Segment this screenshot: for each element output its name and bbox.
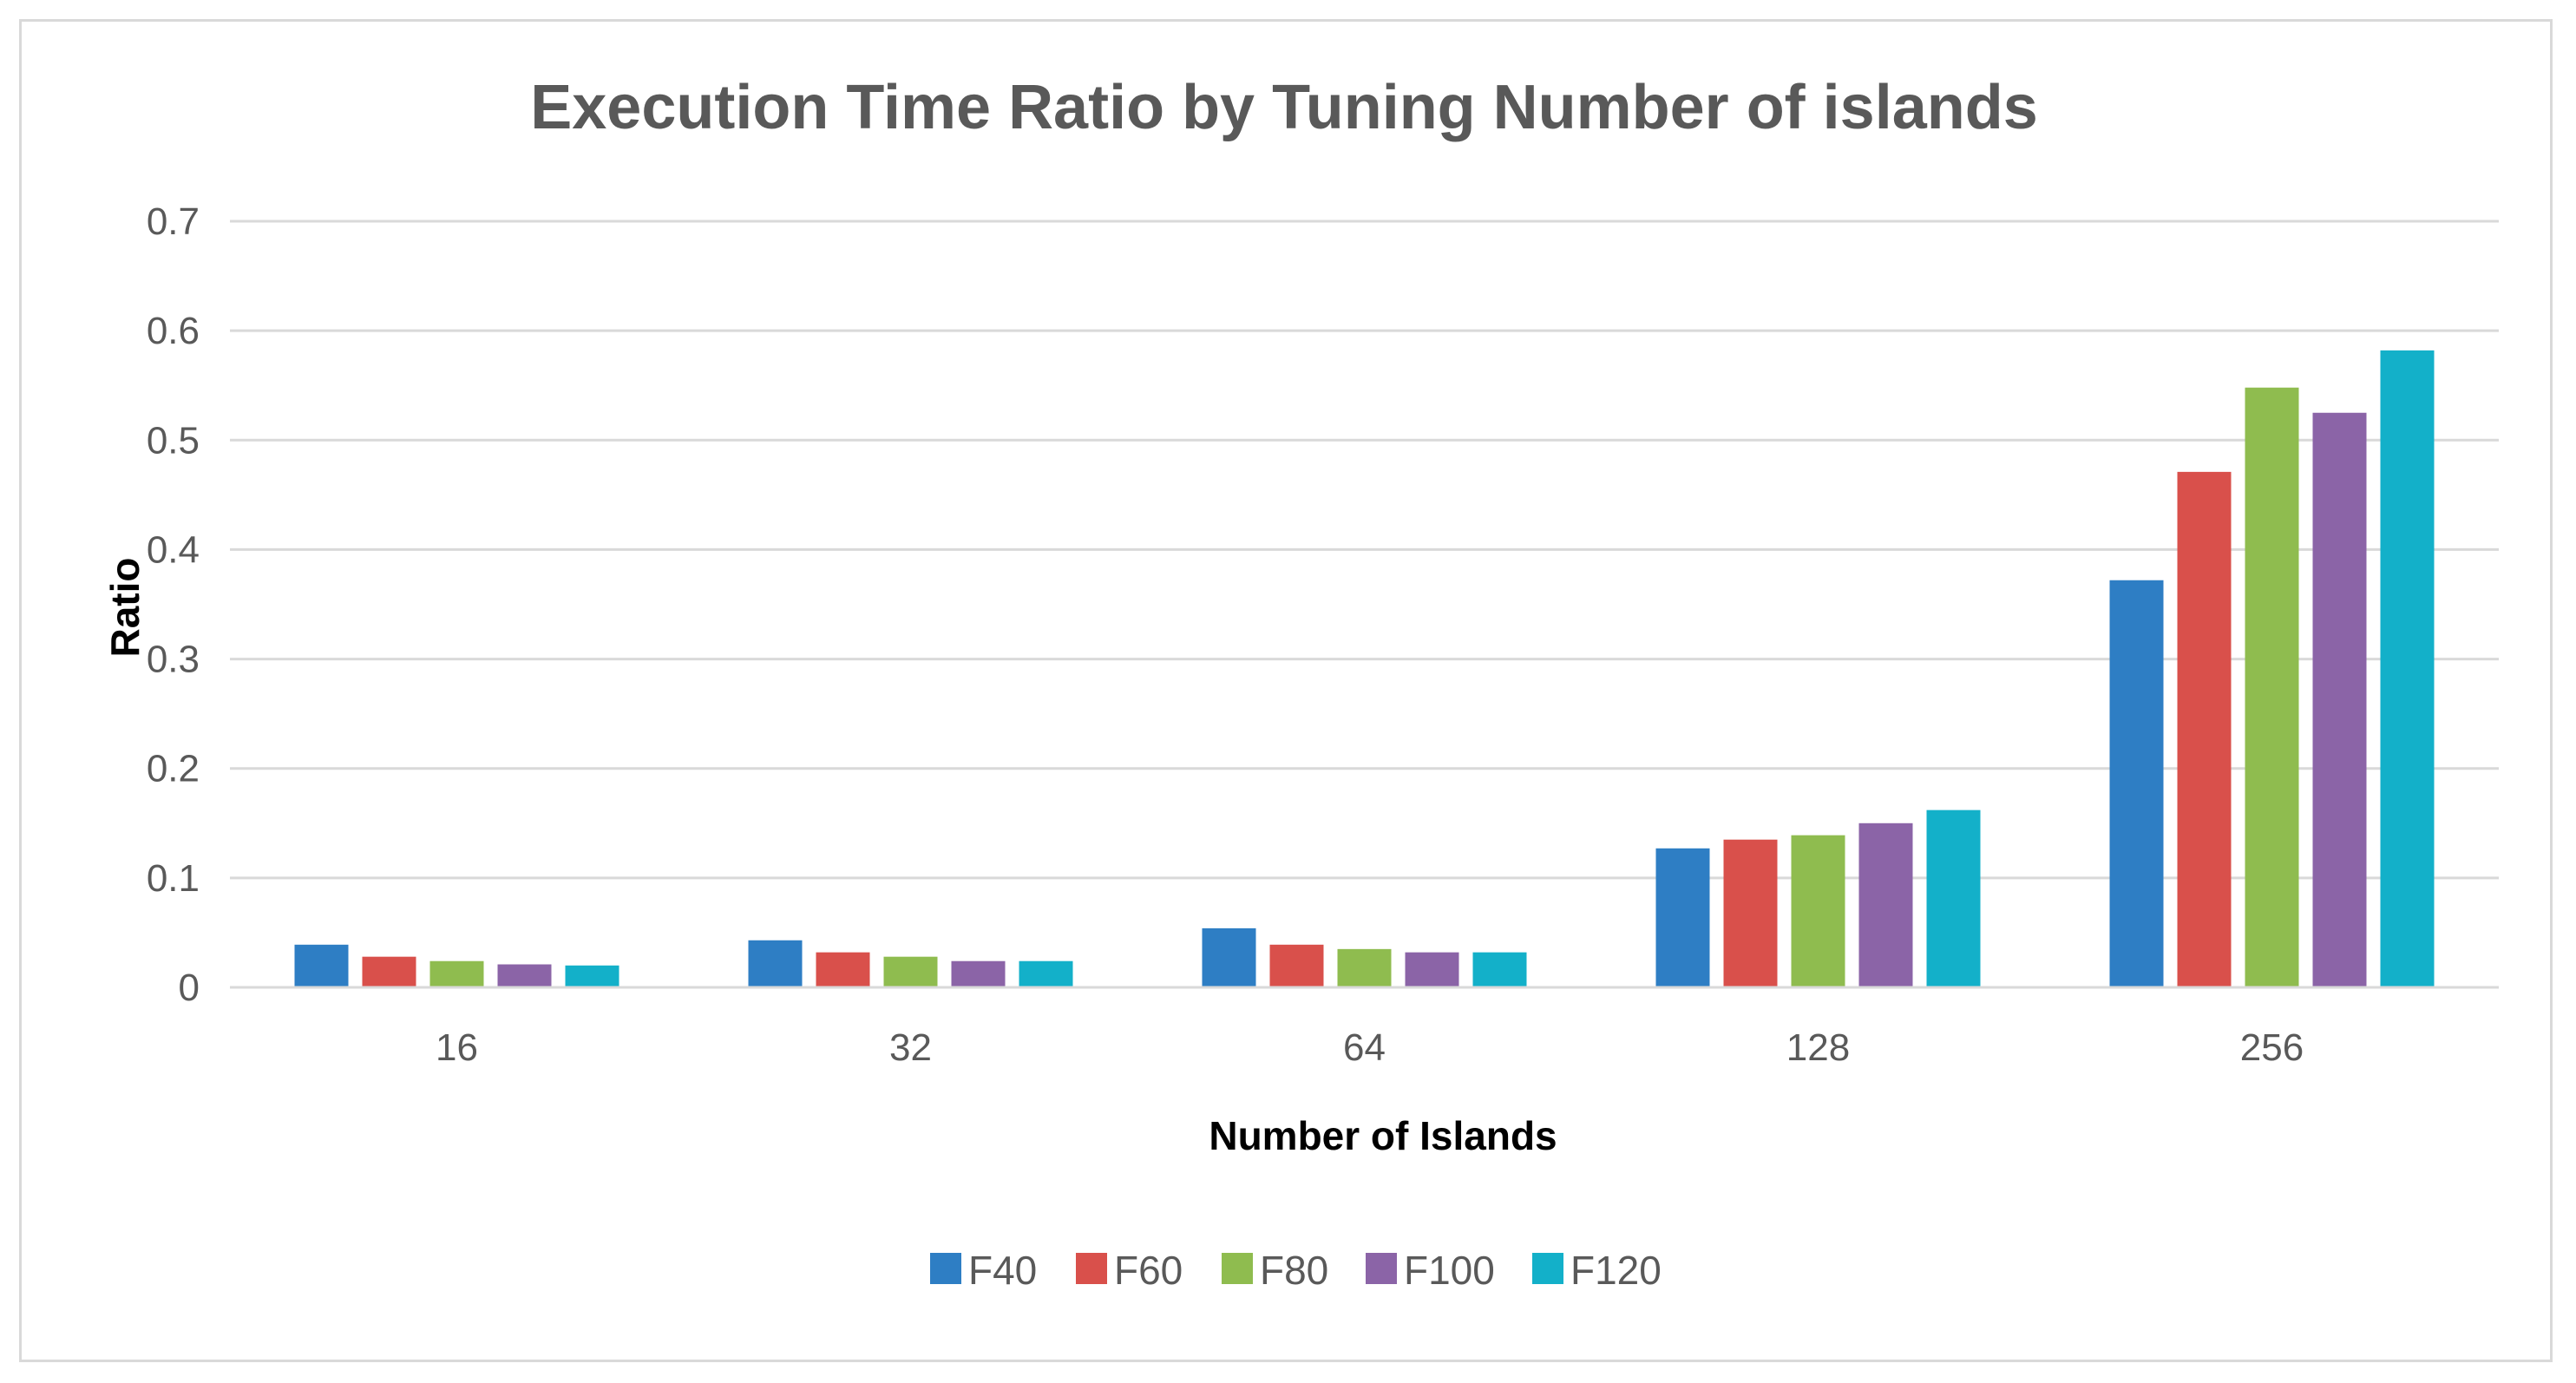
y-tick-label: 0.6 — [147, 310, 200, 352]
x-tick-label: 256 — [2240, 1026, 2304, 1069]
y-axis-ticks: 0 0.1 0.2 0.3 0.4 0.5 0.6 0.7 — [147, 200, 200, 1009]
bar-f40-32 — [748, 940, 803, 987]
bar-f100-16 — [497, 964, 552, 987]
bar-f100-256 — [2312, 412, 2367, 987]
x-tick-label: 16 — [436, 1026, 478, 1069]
y-tick-label: 0.3 — [147, 639, 200, 681]
bar-f40-64 — [1202, 927, 1256, 987]
legend-label-f120: F120 — [1570, 1248, 1662, 1293]
legend-label-f40: F40 — [968, 1248, 1037, 1293]
legend-label-f80: F80 — [1260, 1248, 1328, 1293]
bar-f40-128 — [1655, 848, 1710, 987]
y-tick-label: 0.5 — [147, 419, 200, 462]
bar-f120-128 — [1926, 809, 1981, 987]
bar-f80-256 — [2245, 387, 2299, 987]
legend-label-f60: F60 — [1114, 1248, 1183, 1293]
y-tick-label: 0.1 — [147, 857, 200, 900]
legend-swatch-f40 — [930, 1253, 961, 1284]
legend-swatch-f80 — [1222, 1253, 1253, 1284]
bar-f60-32 — [816, 952, 870, 987]
y-tick-label: 0.4 — [147, 528, 200, 571]
bar-f100-128 — [1858, 823, 1913, 987]
y-tick-label: 0.2 — [147, 748, 200, 790]
x-tick-label: 32 — [889, 1026, 932, 1069]
x-axis-ticks: 16 32 64 128 256 — [436, 1026, 2304, 1069]
bar-f60-256 — [2177, 471, 2232, 987]
bar-f40-16 — [294, 944, 349, 987]
bar-f60-128 — [1723, 839, 1778, 987]
bar-f100-32 — [951, 960, 1006, 987]
bar-f120-256 — [2380, 350, 2435, 987]
legend-swatch-f100 — [1366, 1253, 1397, 1284]
legend-label-f100: F100 — [1404, 1248, 1495, 1293]
bar-f80-128 — [1791, 835, 1845, 987]
bar-f60-16 — [362, 956, 416, 987]
legend-swatch-f60 — [1076, 1253, 1107, 1284]
bar-f100-64 — [1405, 952, 1459, 987]
x-axis-title: Number of Islands — [1209, 1113, 1557, 1158]
y-axis-title: Ratio — [102, 558, 147, 658]
x-tick-label: 128 — [1786, 1026, 1850, 1069]
bar-f80-64 — [1337, 948, 1392, 987]
bar-f120-32 — [1019, 960, 1073, 987]
bar-f120-16 — [565, 965, 619, 987]
legend-swatch-f120 — [1532, 1253, 1563, 1284]
bar-f80-32 — [883, 956, 938, 987]
y-tick-label: 0.7 — [147, 200, 200, 243]
bar-f40-256 — [2109, 580, 2164, 987]
bar-f80-16 — [429, 960, 484, 987]
x-tick-label: 64 — [1343, 1026, 1386, 1069]
bars — [230, 350, 2499, 989]
legend: F40 F60 F80 F100 F120 — [930, 1248, 1662, 1293]
chart-title: Execution Time Ratio by Tuning Number of… — [530, 73, 2038, 142]
y-tick-label: 0 — [179, 967, 200, 1009]
bar-f120-64 — [1472, 952, 1527, 987]
bar-f60-64 — [1269, 944, 1324, 987]
